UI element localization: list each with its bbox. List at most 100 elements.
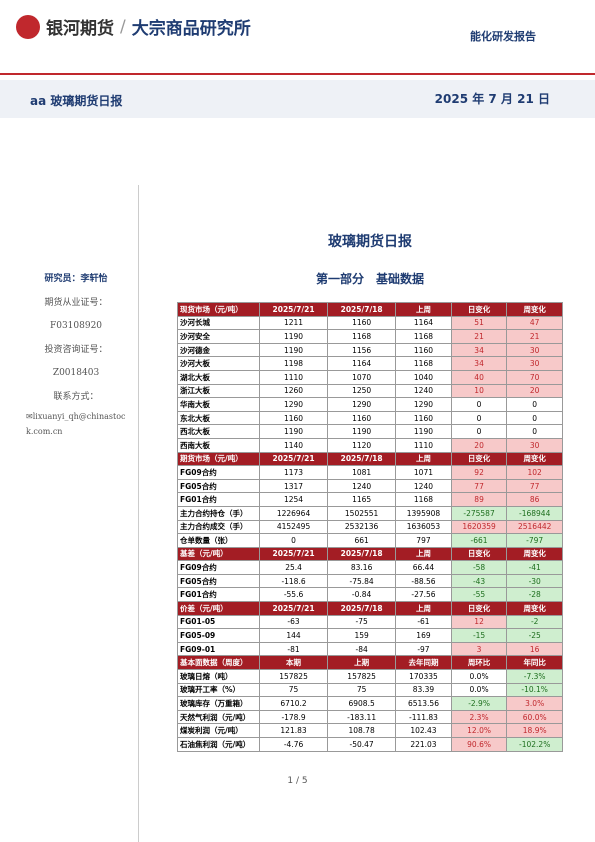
header-cell: 上周: [395, 302, 452, 317]
header-cell: 日变化: [450, 451, 508, 467]
divider: /: [120, 16, 126, 37]
cell: -97: [395, 641, 452, 657]
cell: 60.0%: [506, 709, 563, 725]
cell: -41: [506, 560, 563, 575]
cell: 3.0%: [506, 696, 563, 711]
cell: 108.78: [327, 723, 397, 738]
cell: 沙河安全: [177, 329, 260, 344]
banner-title: aa 玻璃期货日报: [30, 94, 123, 108]
cell: 0: [506, 410, 563, 426]
row: FG09合约 25.4 83.16 66.44 -58 -41: [177, 560, 563, 575]
section-title: 第一部分 基础数据: [315, 272, 424, 286]
cell: 0: [450, 397, 508, 412]
cell: 1250: [327, 383, 397, 399]
row: 玻璃开工率（%） 75 75 83.39 0.0% -10.1%: [177, 682, 563, 698]
row: FG01-05 -63 -75 -61 12 -2: [177, 614, 563, 630]
header-cell: 日变化: [450, 546, 508, 562]
cell: -43: [450, 573, 508, 589]
header-cell: 2025/7/18: [327, 546, 397, 562]
cell: 1290: [258, 397, 329, 412]
header-cell: 上周: [395, 546, 452, 562]
header-cell: 去年同期: [395, 655, 452, 671]
sidebar-line-text: F03108920: [49, 321, 103, 331]
cell: 华南大板: [177, 397, 260, 412]
cell: 1254: [258, 492, 329, 507]
cell: 1290: [327, 397, 397, 412]
cell: -27.56: [395, 587, 452, 603]
cell: 16: [506, 641, 563, 657]
cell: 煤炭利润（元/吨）: [177, 723, 260, 738]
cell: 1070: [327, 369, 397, 385]
report-type: 能化研发报告: [470, 30, 536, 43]
cell: 1071: [395, 465, 452, 480]
cell: 1160: [327, 410, 397, 426]
row: 主力合约成交（手） 4152495 2532136 1636053 1620359 251…: [177, 519, 563, 535]
cell: 0: [258, 533, 329, 548]
row: 浙江大板 1260 1250 1240 10 20: [177, 383, 563, 399]
cell: 20: [506, 383, 563, 399]
email-icon: ✉: [26, 412, 33, 421]
cell: 1260: [258, 383, 329, 399]
cell: 34: [450, 356, 508, 371]
cell: 1081: [327, 465, 397, 480]
cell: 1110: [258, 369, 329, 385]
sidebar-line-text: 期货从业证号：: [44, 297, 108, 308]
sidebar: 研究员：李轩怡 期货从业证号： F03108920 投资咨询证号： Z00184…: [20, 268, 132, 439]
row: 东北大板 1160 1160 1160 0 0: [177, 410, 563, 426]
cell: 0: [450, 410, 508, 426]
cell: 1317: [258, 478, 329, 494]
header-cell: 2025/7/18: [327, 302, 397, 317]
logo: 银河期货 / 大宗商品研究所: [16, 14, 251, 39]
cell: 86: [506, 492, 563, 507]
sidebar-line-text: Z0018403: [52, 368, 100, 378]
cell: 661: [327, 533, 397, 548]
row: 主力合约持仓（手） 1226964 1502551 1395908 -275587 -16…: [177, 505, 563, 521]
cell: 0: [506, 397, 563, 412]
cell: 1190: [258, 342, 329, 358]
cell: 1120: [327, 437, 397, 453]
cell: 83.39: [395, 682, 452, 698]
cell: 1140: [258, 437, 329, 453]
cell: 1160: [395, 410, 452, 426]
cell: 1164: [395, 315, 452, 331]
cell: 1040: [395, 369, 452, 385]
cell: -102.2%: [506, 737, 563, 752]
researcher: 研究员：李轩怡: [44, 274, 108, 284]
cell: 92: [450, 465, 508, 480]
cell: 2516442: [506, 519, 563, 535]
cell: -58: [450, 560, 508, 575]
cell: -55.6: [258, 587, 329, 603]
sidebar-line: [138, 185, 139, 842]
row: 玻璃日熔（吨） 157825 157825 170335 0.0% -7.3%: [177, 669, 563, 684]
row: FG05合约 -118.6 -75.84 -88.56 -43 -30: [177, 573, 563, 589]
row: FG05合约 1317 1240 1240 77 77: [177, 478, 563, 494]
cell: 0.0%: [450, 682, 508, 698]
header-cell: 周变化: [506, 601, 563, 616]
cell: FG09-01: [177, 641, 260, 657]
cell: 12: [450, 614, 508, 630]
cell: 34: [450, 342, 508, 358]
cell: 1620359: [450, 519, 508, 535]
cell: 2532136: [327, 519, 397, 535]
header-row: 基差（元/吨） 2025/7/21 2025/7/18 上周 日变化 周变化: [177, 546, 563, 562]
header-cell: 基本面数据（周度）: [177, 655, 260, 671]
header-row: 价差（元/吨） 2025/7/21 2025/7/18 上周 日变化 周变化: [177, 601, 563, 616]
header-line: [0, 73, 595, 75]
cell: 6710.2: [258, 696, 329, 711]
header-cell: 周环比: [450, 655, 508, 671]
header-row: 期货市场（元/吨） 2025/7/21 2025/7/18 上周 日变化 周变化: [177, 451, 563, 467]
cell: 40: [450, 369, 508, 385]
cell: 30: [506, 342, 563, 358]
cell: 89: [450, 492, 508, 507]
cell: 0: [450, 424, 508, 439]
row: FG09合约 1173 1081 1071 92 102: [177, 465, 563, 480]
header-cell: 日变化: [450, 302, 508, 317]
row: FG05-09 144 159 169 -15 -25: [177, 628, 563, 643]
header-cell: 2025/7/18: [327, 601, 397, 616]
cell: 83.16: [327, 560, 397, 575]
cell: -55: [450, 587, 508, 603]
cell: 1226964: [258, 505, 329, 521]
cell: -84: [327, 641, 397, 657]
cell: 169: [395, 628, 452, 643]
